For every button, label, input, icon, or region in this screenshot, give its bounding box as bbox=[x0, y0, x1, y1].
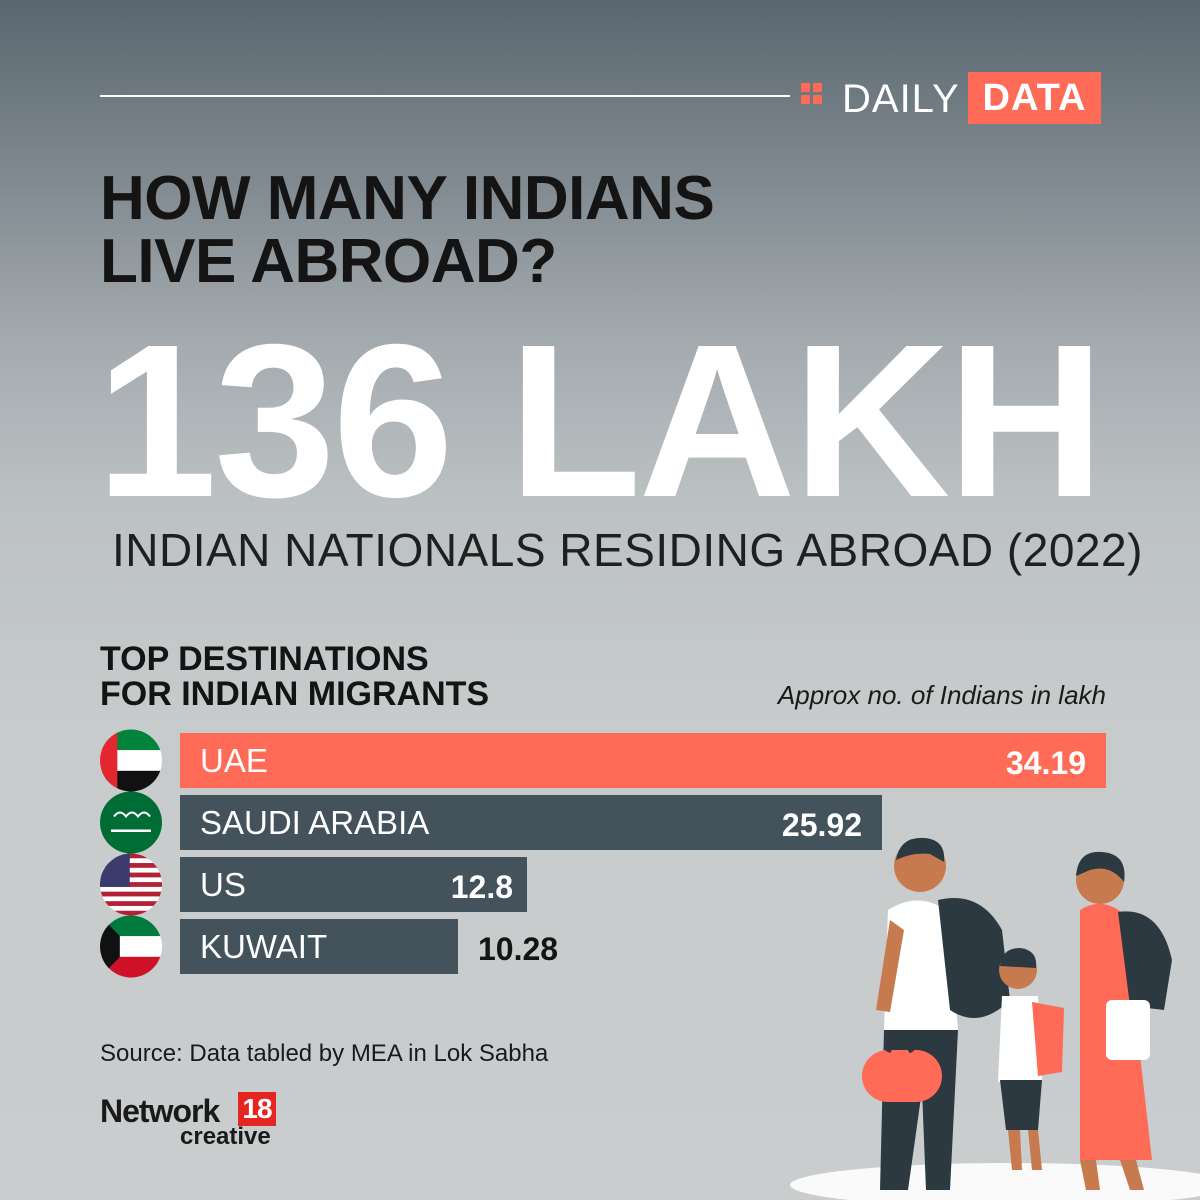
logo-sub: creative bbox=[180, 1123, 271, 1150]
category-label: US bbox=[200, 866, 246, 903]
category-label: UAE bbox=[200, 742, 268, 779]
value-label: 10.28 bbox=[478, 931, 558, 967]
uae-flag-icon bbox=[100, 729, 162, 792]
headline: HOW MANY INDIANS LIVE ABROAD? bbox=[100, 164, 715, 296]
source-note: Source: Data tabled by MEA in Lok Sabha bbox=[100, 1040, 549, 1067]
section-title: TOP DESTINATIONS FOR INDIAN MIGRANTS bbox=[100, 642, 489, 712]
value-label: 12.8 bbox=[451, 869, 513, 905]
brand-daily: DAILY bbox=[842, 77, 960, 121]
headline-line-2: LIVE ABROAD? bbox=[100, 227, 557, 296]
section-title-line-2: FOR INDIAN MIGRANTS bbox=[100, 675, 490, 713]
saudi-flag-icon bbox=[100, 791, 162, 854]
category-label: SAUDI ARABIA bbox=[200, 804, 429, 841]
units-label: Approx no. of Indians in lakh bbox=[777, 680, 1106, 710]
bar-saudi-arabia bbox=[180, 795, 882, 850]
value-label: 34.19 bbox=[1006, 745, 1086, 781]
headline-line-1: HOW MANY INDIANS bbox=[100, 164, 715, 233]
logo-number-badge: 18 bbox=[238, 1092, 276, 1126]
us-flag-icon bbox=[100, 853, 162, 916]
header-rule bbox=[100, 95, 790, 97]
bar-kuwait bbox=[180, 919, 458, 974]
subtitle: INDIAN NATIONALS RESIDING ABROAD (2022) bbox=[112, 524, 1143, 576]
logo-word: Network bbox=[100, 1093, 220, 1129]
bar-uae bbox=[180, 733, 1106, 788]
section-title-line-1: TOP DESTINATIONS bbox=[100, 640, 429, 678]
big-number: 136 LAKH bbox=[96, 300, 1105, 543]
kuwait-flag-icon bbox=[100, 915, 162, 978]
category-label: KUWAIT bbox=[200, 928, 327, 965]
brand-data-badge: DATA bbox=[968, 72, 1101, 124]
value-label: 25.92 bbox=[782, 807, 862, 843]
migrant-family-illustration bbox=[790, 837, 1200, 1200]
grid-icon bbox=[801, 83, 823, 105]
bar-us bbox=[180, 857, 527, 912]
